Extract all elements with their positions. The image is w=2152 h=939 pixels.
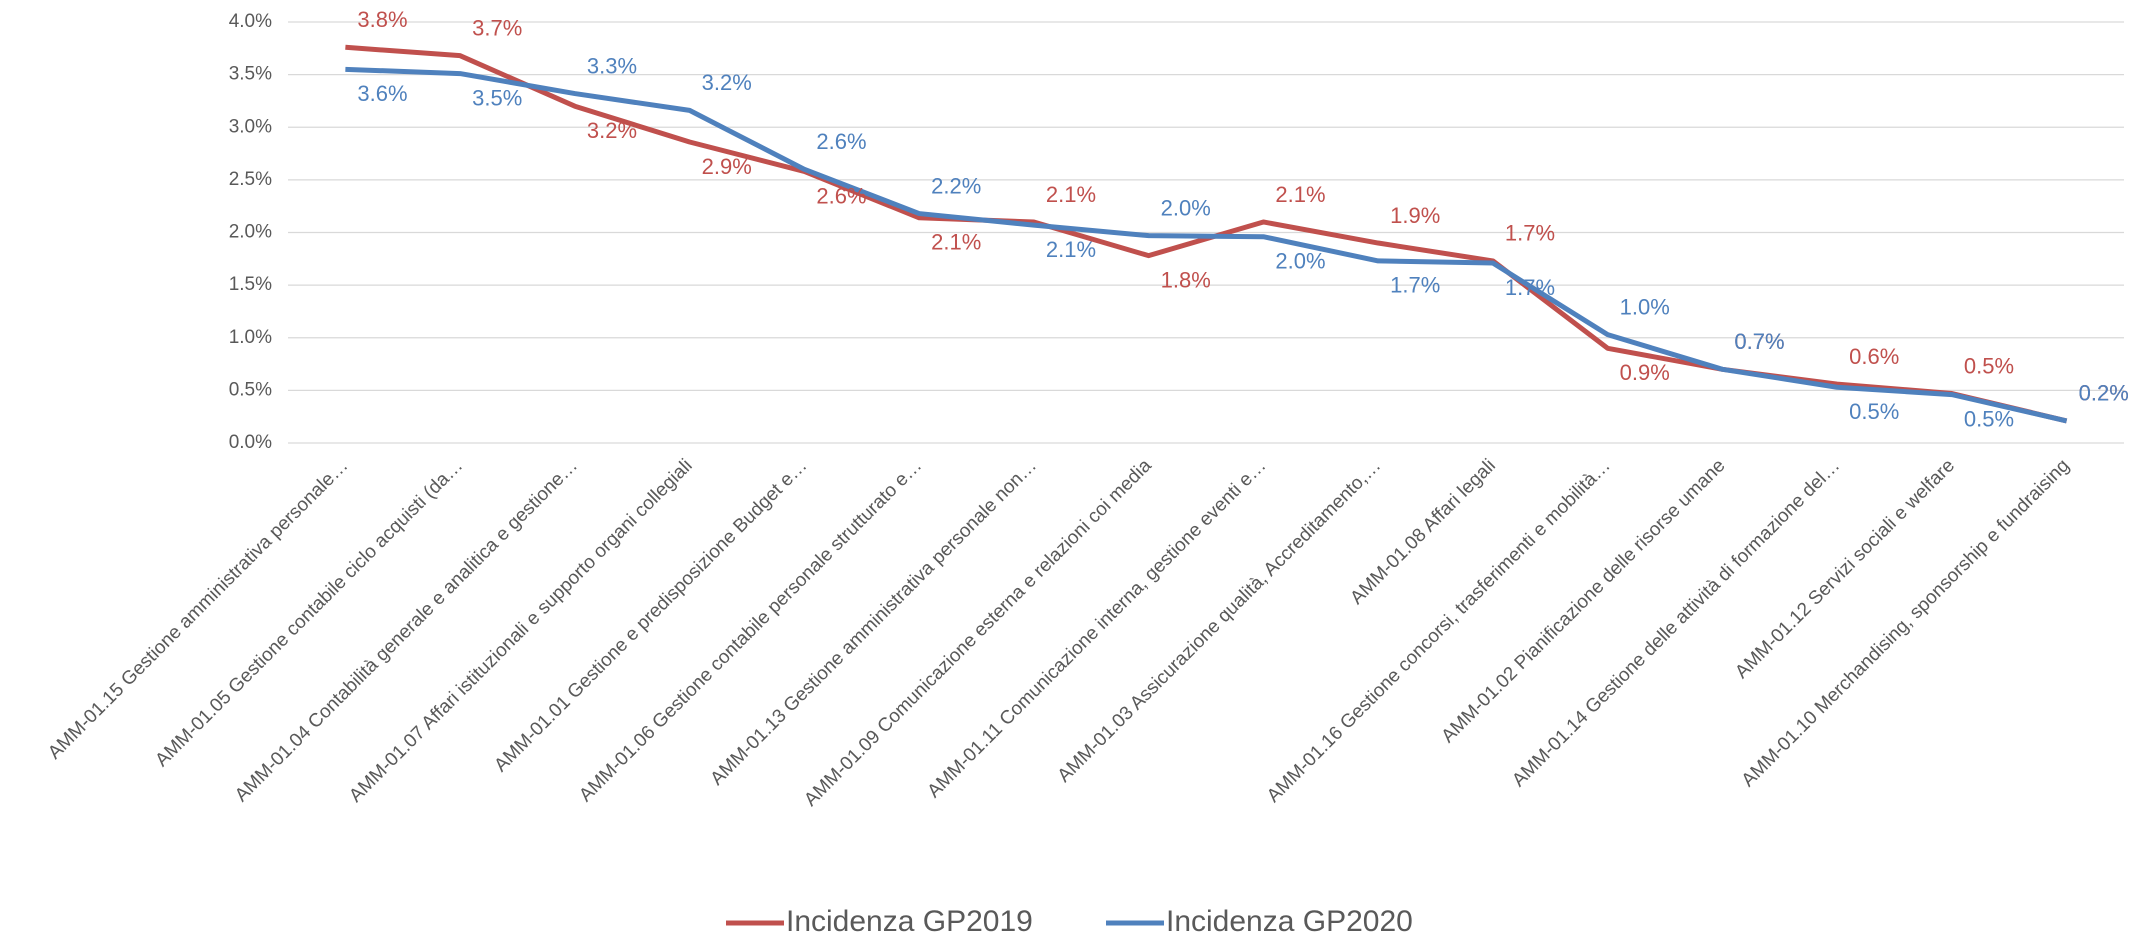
data-label: 2.0% — [1161, 195, 1211, 220]
y-tick-label: 4.0% — [229, 11, 272, 32]
data-label: 1.8% — [1161, 267, 1211, 292]
data-label: 0.5% — [1964, 353, 2014, 378]
y-tick-label: 3.5% — [229, 64, 272, 85]
data-label: 0.2% — [2079, 381, 2129, 406]
y-tick-label: 1.0% — [229, 327, 272, 348]
data-label: 1.7% — [1505, 221, 1555, 246]
series-line — [345, 66, 2068, 424]
data-label: 2.9% — [702, 154, 752, 179]
data-label: 3.3% — [587, 53, 637, 78]
data-label: 3.5% — [472, 85, 522, 110]
data-label: 0.6% — [1849, 344, 1899, 369]
data-label: 1.7% — [1505, 275, 1555, 300]
data-label: 3.7% — [472, 15, 522, 40]
y-tick-label: 2.0% — [229, 222, 272, 243]
data-label: 2.1% — [1046, 182, 1096, 207]
data-label: 2.6% — [816, 129, 866, 154]
y-tick-label: 0.0% — [229, 432, 272, 453]
data-label: 0.2% — [2079, 381, 2129, 406]
legend-label: Incidenza GP2019 — [786, 905, 1033, 938]
legend-label: Incidenza GP2020 — [1166, 905, 1413, 938]
data-label: 2.6% — [816, 183, 866, 208]
data-label: 0.5% — [1849, 399, 1899, 424]
y-tick-label: 1.5% — [229, 274, 272, 295]
data-label: 2.2% — [931, 173, 981, 198]
x-tick-label: AMM-01.12 Servizi sociali e welfare — [1731, 455, 1959, 683]
data-label: 0.7% — [1734, 329, 1784, 354]
data-label: 2.1% — [1046, 237, 1096, 262]
data-label: 1.9% — [1390, 203, 1440, 228]
data-label: 3.6% — [357, 81, 407, 106]
y-tick-label: 3.0% — [229, 116, 272, 137]
data-label: 1.7% — [1390, 273, 1440, 298]
data-label: 1.0% — [1620, 294, 1670, 319]
y-tick-label: 2.5% — [229, 169, 272, 190]
data-label: 3.8% — [357, 7, 407, 32]
data-label: 3.2% — [587, 118, 637, 143]
data-label: 3.2% — [702, 70, 752, 95]
data-label: 2.1% — [931, 230, 981, 255]
data-label: 0.5% — [1964, 406, 2014, 431]
data-label: 0.7% — [1734, 329, 1784, 354]
data-label: 2.1% — [1275, 182, 1325, 207]
y-tick-label: 0.5% — [229, 379, 272, 400]
data-label: 0.9% — [1620, 360, 1670, 385]
data-label: 2.0% — [1275, 249, 1325, 274]
